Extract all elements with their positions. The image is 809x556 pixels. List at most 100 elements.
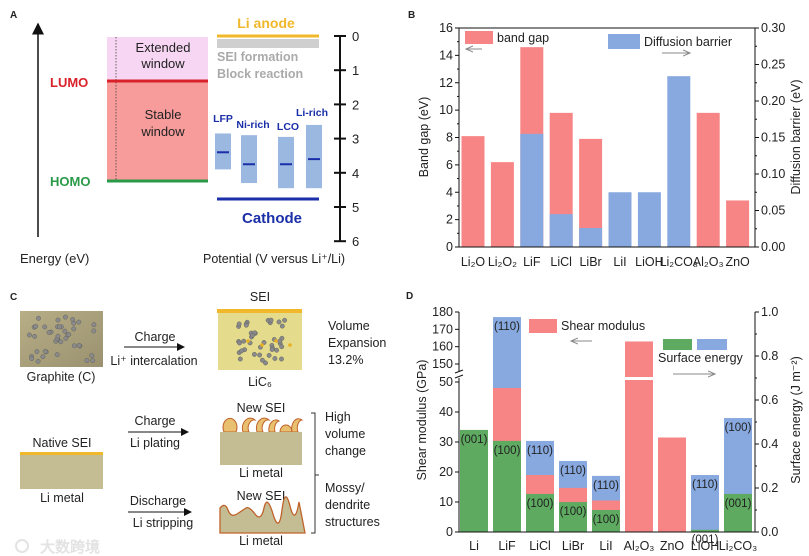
carbon-atom — [63, 335, 69, 341]
panel-label-c: C — [10, 292, 17, 303]
carbon-atom — [279, 356, 284, 362]
li-metal-block — [20, 455, 103, 489]
x-tick-label: LiF — [523, 255, 541, 269]
stable-window-region — [107, 82, 208, 181]
x-tick-label: LiBr — [562, 539, 584, 553]
carbon-atom — [76, 319, 82, 325]
y-right-tick-label: 0.4 — [761, 437, 778, 451]
charge-plating-label: Charge — [135, 414, 176, 428]
panel-a: A Energy (eV) LUMO HOMO Extended window … — [10, 10, 359, 266]
legend-surface-low-swatch — [663, 339, 692, 350]
carbon-atom — [63, 314, 68, 320]
lithium-atom — [246, 339, 250, 343]
carbon-atom — [276, 319, 282, 325]
facet-label: (110) — [527, 445, 553, 457]
y-tick-label: 14 — [439, 48, 453, 62]
x-tick-label: ZnO — [660, 539, 685, 553]
cathode-range-box — [278, 136, 294, 189]
watermark: 大数跨境 — [40, 538, 100, 556]
potential-tick-label: 1 — [352, 63, 359, 78]
graphite-lattice — [26, 314, 97, 364]
y-tick-label: 10 — [439, 495, 453, 509]
x-tick-label: ZnO — [725, 255, 750, 269]
x-tick-label: LiI — [613, 255, 626, 269]
volume-expansion-value: 13.2% — [328, 353, 363, 367]
carbon-atom — [76, 343, 82, 348]
panel-label-d: D — [406, 291, 413, 302]
carbon-atom — [57, 324, 62, 330]
mossy-line-1: Mossy/ — [325, 481, 365, 495]
y-tick-label: 0 — [446, 240, 453, 254]
facet-label: (001) — [461, 434, 488, 446]
y-right-tick-label: 0.20 — [761, 94, 785, 108]
x-tick-label: Al₂O₃ — [624, 539, 655, 553]
facet-label: (110) — [593, 480, 619, 492]
carbon-atom — [251, 351, 257, 357]
native-sei-layer — [20, 452, 103, 455]
y-tick-label: 20 — [439, 465, 453, 479]
carbon-atom — [84, 358, 90, 363]
y-tick-label: 0 — [446, 525, 453, 539]
carbon-atom — [268, 317, 274, 323]
carbon-atom — [42, 348, 48, 354]
lic6-image — [218, 313, 302, 370]
chart-b-bars — [461, 47, 750, 248]
carbon-atom — [62, 328, 68, 334]
carbon-atom — [239, 348, 244, 354]
carbon-atom — [32, 333, 37, 339]
y-tick-label: 2 — [446, 213, 453, 227]
y-tick-label: 6 — [446, 158, 453, 172]
chart-b-ylabel-right: Diffusion barrier (eV) — [789, 79, 803, 194]
carbon-atom — [55, 333, 61, 339]
cathode-label: Ni-rich — [236, 119, 269, 131]
legend-surface-high-swatch — [697, 339, 727, 350]
legend-surface-label: Surface energy — [658, 351, 744, 365]
chart-d-axes: Li LiF LiCl LiBr LiI Al₂O₃ ZnO LiOH Li₂CO₃ 0 10 20 3… — [432, 305, 778, 553]
carbon-atom — [89, 353, 95, 358]
li-metal-plated-block — [220, 432, 302, 465]
y-tick-label: 170 — [432, 322, 453, 336]
x-tick-label: LiCl — [550, 255, 572, 269]
extended-window-region — [107, 37, 208, 81]
carbon-atom — [55, 317, 61, 323]
bar-surface-energy-low — [592, 510, 620, 532]
y-right-tick-label: 0.8 — [761, 349, 778, 363]
bar-diffusion-barrier — [549, 214, 573, 247]
sei-band — [217, 39, 319, 48]
lithium-atom — [274, 339, 278, 343]
x-tick-label: LiBr — [579, 255, 601, 269]
x-tick-label: Li₂CO₃ — [660, 255, 698, 269]
y-right-tick-label: 0.00 — [761, 240, 785, 254]
sei-formation-label: SEI formation — [217, 50, 298, 64]
y-tick-label: 30 — [439, 435, 453, 449]
mossy-line-2: dendrite — [325, 498, 370, 512]
sei-label: SEI — [250, 290, 270, 304]
chart-d-ylabel: Shear modulus (GPa) — [415, 360, 429, 481]
cathode-range-box — [241, 135, 257, 184]
new-sei-label-bottom: New SEI — [237, 489, 286, 503]
bar-shear-modulus — [658, 437, 686, 532]
bar-band-gap — [579, 138, 603, 247]
y-tick-label: 50 — [439, 375, 453, 389]
cathode-label: Li-rich — [296, 107, 328, 119]
bar-band-gap — [696, 112, 720, 247]
carbon-atom — [71, 320, 77, 326]
panel-label-a: A — [10, 10, 17, 21]
volume-expansion-line-2: Expansion — [328, 336, 386, 350]
bar-surface-energy-low — [691, 529, 719, 532]
bar-band-gap — [490, 162, 514, 247]
high-volume-line-1: High — [325, 410, 351, 424]
bar-shear-modulus-upper — [625, 341, 653, 377]
lic6-label: LiC₆ — [248, 375, 272, 389]
li-plating-label: Li plating — [130, 436, 180, 450]
y-tick-label: 12 — [439, 76, 453, 90]
carbon-atom — [237, 340, 242, 346]
legend-diffusion-swatch — [608, 34, 640, 49]
cathode-label: LCO — [277, 121, 299, 133]
extended-window-label-2: window — [140, 56, 185, 71]
y-right-tick-label: 1.0 — [761, 305, 778, 319]
chart-d-bars: (001) (100) (110) (100) (110) (100) (110) (100)… — [460, 317, 752, 546]
carbon-atom — [263, 360, 268, 366]
carbon-atom — [58, 339, 64, 345]
